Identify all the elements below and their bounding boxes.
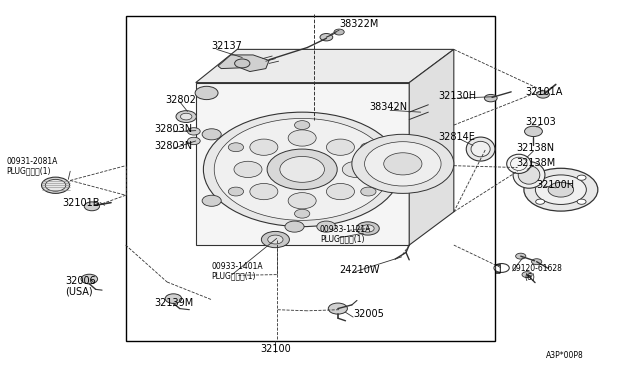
Ellipse shape <box>518 166 540 184</box>
Circle shape <box>261 231 289 248</box>
Text: 32006: 32006 <box>65 276 96 286</box>
Circle shape <box>365 142 441 186</box>
Bar <box>125 16 495 341</box>
Circle shape <box>548 182 573 197</box>
Circle shape <box>516 253 526 259</box>
Circle shape <box>235 59 250 68</box>
Text: 09120-61628: 09120-61628 <box>511 264 562 273</box>
Circle shape <box>484 94 497 102</box>
Text: 32100H: 32100H <box>537 180 575 190</box>
Circle shape <box>352 134 454 193</box>
Circle shape <box>202 129 221 140</box>
Polygon shape <box>409 49 454 245</box>
Text: 32802: 32802 <box>166 95 196 105</box>
Polygon shape <box>196 83 409 245</box>
Text: 38342N: 38342N <box>370 102 408 112</box>
Text: 32803N: 32803N <box>154 124 193 134</box>
Circle shape <box>361 143 376 152</box>
Circle shape <box>525 126 542 137</box>
Circle shape <box>188 128 200 135</box>
Circle shape <box>202 195 221 206</box>
Text: 32137: 32137 <box>212 41 243 51</box>
Circle shape <box>195 86 218 100</box>
Text: Ⓑ: Ⓑ <box>494 262 500 272</box>
Circle shape <box>228 187 244 196</box>
Circle shape <box>362 225 374 232</box>
Circle shape <box>328 303 348 314</box>
Ellipse shape <box>467 137 495 161</box>
Text: 32814E: 32814E <box>438 132 475 142</box>
Circle shape <box>577 175 586 180</box>
Text: A3P*00P8: A3P*00P8 <box>546 351 584 360</box>
Circle shape <box>84 202 100 211</box>
Text: PLUGプラグ(1): PLUGプラグ(1) <box>320 234 365 243</box>
Text: 32101A: 32101A <box>525 87 563 97</box>
Text: 32138M: 32138M <box>516 157 556 167</box>
Circle shape <box>250 183 278 200</box>
Text: Ⓑ: Ⓑ <box>494 263 500 273</box>
Circle shape <box>361 187 376 196</box>
Circle shape <box>165 294 182 304</box>
Text: 32100: 32100 <box>260 344 291 354</box>
Polygon shape <box>196 49 454 83</box>
Circle shape <box>326 183 355 200</box>
Circle shape <box>268 235 283 244</box>
Circle shape <box>81 274 98 284</box>
Circle shape <box>494 263 509 272</box>
Text: PLUGプラグ(1): PLUGプラグ(1) <box>6 166 51 175</box>
Circle shape <box>294 209 310 218</box>
Polygon shape <box>218 55 269 71</box>
Circle shape <box>320 33 333 41</box>
Text: 38322M: 38322M <box>339 19 378 29</box>
Text: (USA): (USA) <box>65 287 93 297</box>
Circle shape <box>204 112 401 227</box>
Circle shape <box>384 153 422 175</box>
Circle shape <box>536 175 545 180</box>
Circle shape <box>532 259 541 264</box>
Circle shape <box>188 137 200 145</box>
Circle shape <box>342 161 371 177</box>
Circle shape <box>288 193 316 209</box>
Text: 00931-2081A: 00931-2081A <box>6 157 58 166</box>
Circle shape <box>285 221 304 232</box>
Ellipse shape <box>507 154 531 173</box>
Text: 32130H: 32130H <box>438 91 476 101</box>
Circle shape <box>536 175 586 205</box>
Text: 32101B: 32101B <box>62 198 99 208</box>
Circle shape <box>326 139 355 155</box>
Circle shape <box>42 177 70 193</box>
Circle shape <box>524 168 598 211</box>
Text: 32103: 32103 <box>525 117 556 127</box>
Circle shape <box>234 161 262 177</box>
Text: 32803N: 32803N <box>154 141 193 151</box>
Text: (6): (6) <box>524 273 535 282</box>
Circle shape <box>280 157 324 182</box>
Circle shape <box>522 272 532 278</box>
Circle shape <box>317 221 336 232</box>
Circle shape <box>228 143 244 152</box>
Circle shape <box>45 179 66 191</box>
Circle shape <box>180 113 192 120</box>
Circle shape <box>214 118 390 220</box>
Circle shape <box>250 139 278 155</box>
Circle shape <box>294 121 310 129</box>
Ellipse shape <box>513 161 545 188</box>
Circle shape <box>176 111 196 122</box>
Text: 32005: 32005 <box>353 309 384 319</box>
Text: 00933-1401A: 00933-1401A <box>212 262 263 271</box>
Circle shape <box>288 130 316 146</box>
Text: 24210W: 24210W <box>339 264 380 275</box>
Ellipse shape <box>471 141 490 157</box>
Circle shape <box>577 199 586 204</box>
Text: PLUGプラグ(1): PLUGプラグ(1) <box>212 271 256 280</box>
Text: 32139M: 32139M <box>154 298 193 308</box>
Circle shape <box>356 222 380 235</box>
Text: 00933-1121A: 00933-1121A <box>320 225 371 234</box>
Circle shape <box>334 29 344 35</box>
Circle shape <box>536 199 545 204</box>
Circle shape <box>267 149 337 190</box>
Circle shape <box>537 91 549 98</box>
Text: 32138N: 32138N <box>516 143 554 153</box>
